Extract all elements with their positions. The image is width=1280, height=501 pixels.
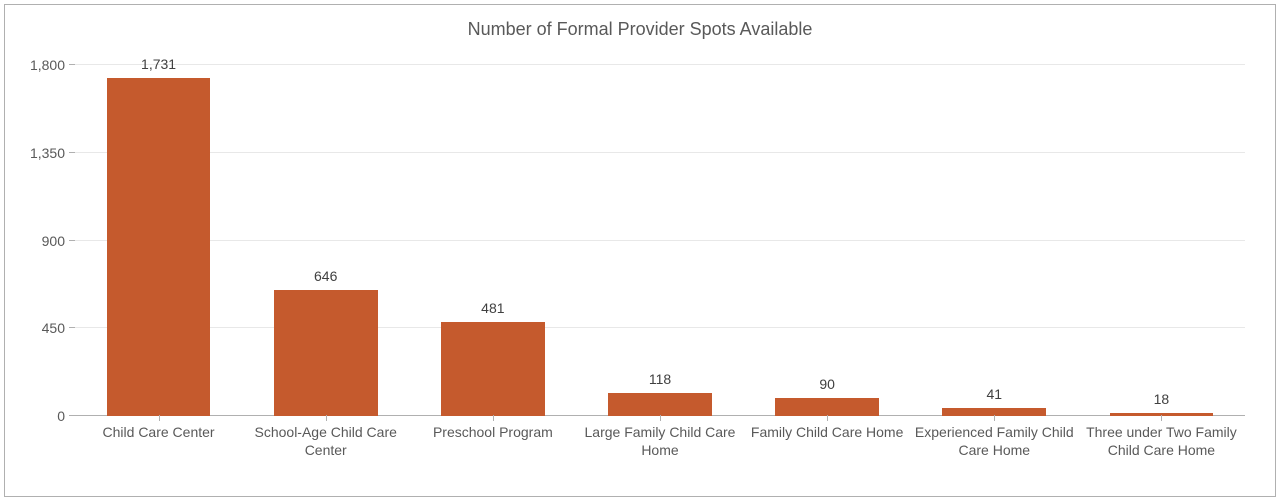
bar-slot: 90	[744, 65, 911, 416]
bars-row: 1,731 646 481 118 90 41 18	[75, 65, 1245, 416]
plot-area: 04509001,3501,800 1,731646481118904118	[75, 65, 1245, 416]
x-axis-label: Three under Two Family Child Care Home	[1078, 424, 1245, 496]
x-tick-mark	[493, 415, 494, 421]
x-axis-label: Family Child Care Home	[744, 424, 911, 496]
x-tick-mark	[994, 415, 995, 421]
chart-title: Number of Formal Provider Spots Availabl…	[5, 5, 1275, 40]
bar: 1,731	[107, 78, 211, 416]
bar: 646	[274, 290, 378, 416]
bar: 90	[775, 398, 879, 416]
x-tick-mark	[660, 415, 661, 421]
x-axis-labels: Child Care CenterSchool-Age Child Care C…	[75, 416, 1245, 496]
x-axis-label: Child Care Center	[75, 424, 242, 496]
bar-value-label: 118	[649, 371, 671, 393]
bar-value-label: 41	[986, 386, 1002, 408]
bar-slot: 18	[1078, 65, 1245, 416]
y-tick-label: 450	[42, 320, 75, 336]
y-tick-label: 900	[42, 233, 75, 249]
chart-container: Number of Formal Provider Spots Availabl…	[4, 4, 1276, 497]
bar-slot: 481	[409, 65, 576, 416]
x-axis-label: Experienced Family Child Care Home	[911, 424, 1078, 496]
bar-value-label: 1,731	[141, 56, 176, 78]
x-tick-mark	[326, 415, 327, 421]
y-tick-label: 1,800	[30, 57, 75, 73]
x-tick-mark	[159, 415, 160, 421]
x-axis-label: School-Age Child Care Center	[242, 424, 409, 496]
bar-slot: 1,731	[75, 65, 242, 416]
bar: 481	[441, 322, 545, 416]
x-axis-label: Preschool Program	[409, 424, 576, 496]
bar-slot: 118	[576, 65, 743, 416]
bar-value-label: 90	[819, 376, 835, 398]
bar-value-label: 18	[1154, 391, 1170, 413]
bar-value-label: 481	[481, 300, 504, 322]
x-axis-label: Large Family Child Care Home	[576, 424, 743, 496]
y-tick-label: 0	[57, 408, 75, 424]
bar-value-label: 646	[314, 268, 337, 290]
y-tick-label: 1,350	[30, 145, 75, 161]
bar: 118	[608, 393, 712, 416]
bar-slot: 646	[242, 65, 409, 416]
bar-slot: 41	[911, 65, 1078, 416]
x-tick-mark	[827, 415, 828, 421]
x-tick-mark	[1161, 415, 1162, 421]
